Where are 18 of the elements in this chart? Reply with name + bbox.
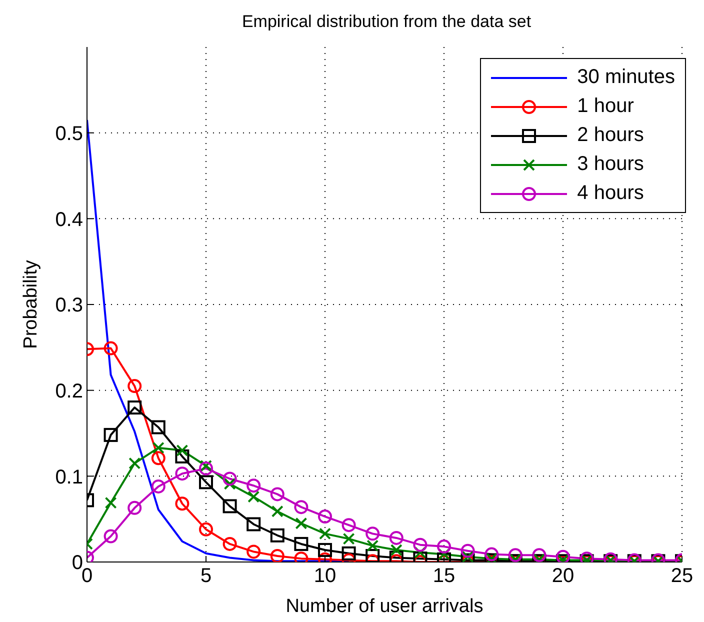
x-axis-title: Number of user arrivals [286,596,484,617]
legend-label: 1 hour [577,95,634,118]
legend-label: 30 minutes [577,66,675,89]
y-tick-label: 0.5 [55,122,83,145]
y-tick-label: 0.4 [55,208,83,231]
legend-label: 4 hours [577,182,644,205]
x-tick-label: 25 [670,565,694,588]
x-tick-label: 5 [200,565,212,588]
y-tick-label: 0.2 [55,380,83,402]
y-tick-label: 0.1 [55,466,83,488]
x-tick-label: 15 [432,565,456,588]
y-axis-title: Probability [20,260,42,349]
x-tick-label: 10 [314,565,336,588]
y-tick-label: 0.3 [55,294,83,317]
x-tick-label: 20 [552,565,574,588]
legend-label: 3 hours [577,153,644,176]
legend-label: 2 hours [577,124,644,147]
chart-title: Empirical distribution from the data set [240,12,532,32]
